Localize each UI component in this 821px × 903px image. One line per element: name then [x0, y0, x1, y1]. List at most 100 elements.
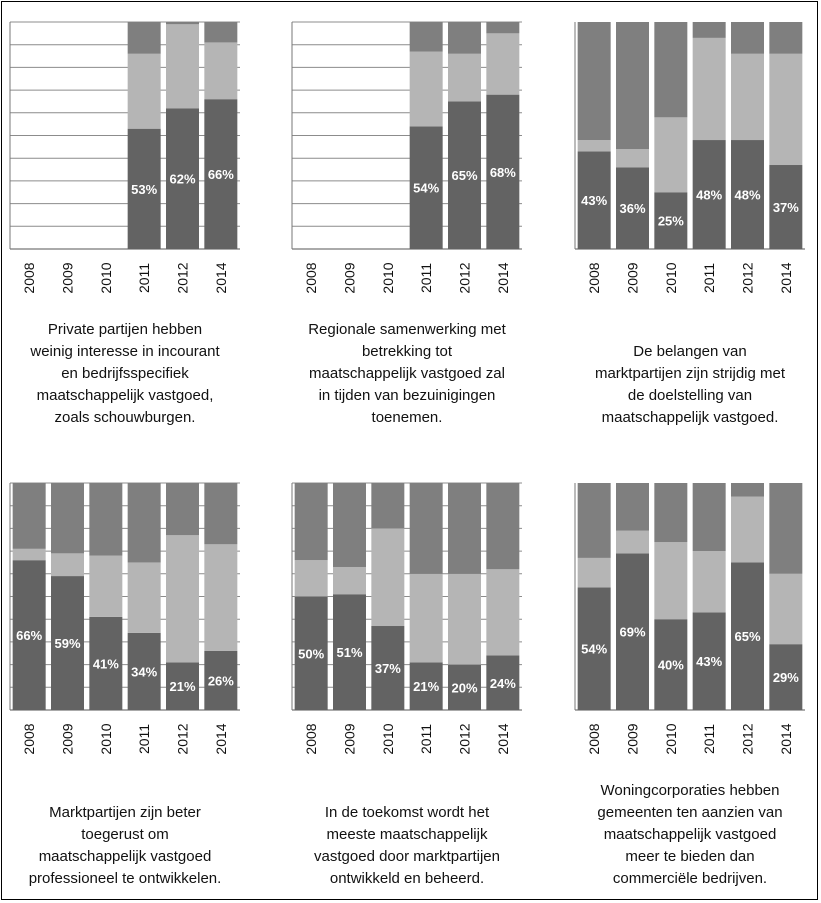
bar-disagree-2012	[448, 483, 481, 574]
bar-neutral-2010	[654, 117, 688, 193]
data-label-2011: 21%	[413, 679, 439, 694]
bar-disagree-2009	[333, 483, 366, 567]
data-label-2012: 21%	[169, 679, 195, 694]
x-tick-label-2009: 2009	[342, 723, 358, 754]
data-label-2011: 43%	[696, 654, 722, 669]
chart-5-caption: In de toekomst wordt het meeste maatschap…	[282, 802, 532, 890]
caption-line: gemeenten ten aanzien van	[597, 804, 783, 821]
data-label-2011: 54%	[413, 181, 439, 196]
data-label-2008: 50%	[298, 646, 324, 661]
caption-line: toenemen.	[371, 409, 443, 426]
bar-neutral-2011	[692, 551, 726, 613]
bar-agree-2008	[577, 587, 611, 710]
chart-2-caption: Regionale samenwerking met betrekking tot…	[282, 319, 532, 429]
x-tick-label-2010: 2010	[380, 723, 396, 754]
caption-line: meer te bieden dan	[625, 848, 755, 865]
x-tick-label-2012: 2012	[175, 262, 191, 293]
data-label-2009: 51%	[336, 645, 362, 660]
data-label-2010: 41%	[93, 656, 119, 671]
x-tick-label-2011: 2011	[136, 263, 152, 293]
x-tick-label-2009: 2009	[60, 723, 76, 754]
caption-line: weinig interesse in incourant	[30, 343, 220, 360]
bar-disagree-2008	[12, 483, 46, 549]
bar-neutral-2014	[204, 544, 238, 651]
caption-line: en bedrijfsspecifiek	[61, 365, 189, 382]
caption-line: toegerust om	[81, 826, 169, 843]
chart-5: 50% 2008 51% 2009 37% 2010 21% 2011 20% 2012 24% 20…	[291, 482, 522, 755]
bar-disagree-2008	[577, 483, 611, 558]
x-tick-label-2014: 2014	[495, 262, 511, 293]
x-tick-label-2008: 2008	[303, 723, 319, 754]
bar-agree-2010	[654, 619, 688, 710]
data-label-2010: 40%	[658, 658, 684, 673]
bar-disagree-2010	[371, 483, 405, 529]
bar-disagree-2008	[577, 22, 611, 141]
chart-3-caption: De belangen van marktpartijen zijn strijd…	[565, 341, 815, 429]
chart-1: 2008 2009 2010 53% 2011 62% 2012 66% 2014	[9, 21, 240, 294]
caption-line: commerciële bedrijven.	[612, 870, 768, 887]
x-tick-label-2014: 2014	[495, 723, 511, 754]
x-tick-label-2014: 2014	[778, 723, 794, 754]
data-label-2014: 24%	[490, 676, 516, 691]
bar-neutral-2011	[127, 562, 161, 633]
bar-agree-2012	[448, 664, 481, 710]
caption-line: professioneel te ontwikkelen.	[28, 870, 222, 887]
x-tick-label-2011: 2011	[418, 724, 434, 754]
bar-agree-2011	[409, 662, 443, 710]
caption-line: maatschappelijk vastgoed,	[36, 387, 214, 404]
bar-agree-2010	[654, 192, 688, 249]
bar-disagree-2012	[448, 22, 481, 54]
caption-line: de doelstelling van	[627, 387, 753, 404]
bar-neutral-2012	[731, 53, 764, 141]
bar-disagree-2009	[616, 483, 649, 531]
x-tick-label-2009: 2009	[60, 262, 76, 293]
data-label-2008: 54%	[581, 642, 607, 657]
data-label-2011: 34%	[131, 664, 157, 679]
x-tick-label-2012: 2012	[740, 723, 756, 754]
bar-neutral-2014	[769, 53, 803, 166]
bar-disagree-2011	[127, 22, 161, 54]
data-label-2009: 36%	[619, 201, 645, 216]
bar-neutral-2010	[654, 542, 688, 620]
caption-line: betrekking tot	[361, 343, 453, 360]
data-label-2014: 66%	[208, 167, 234, 182]
caption-line: Marktpartijen zijn beter	[49, 804, 201, 821]
data-label-2011: 48%	[696, 188, 722, 203]
bar-agree-2009	[616, 167, 649, 249]
bar-neutral-2008	[577, 140, 611, 152]
bar-agree-2012	[166, 662, 199, 710]
x-tick-label-2011: 2011	[418, 263, 434, 293]
data-label-2009: 59%	[54, 636, 80, 651]
bar-agree-2009	[51, 576, 84, 710]
chart-3: 43% 2008 36% 2009 25% 2010 48% 2011 48% 2012 37% 20…	[574, 22, 805, 294]
bar-neutral-2008	[577, 557, 611, 588]
data-label-2014: 37%	[773, 200, 799, 215]
bar-agree-2014	[204, 99, 238, 250]
bar-neutral-2008	[12, 548, 46, 561]
bar-disagree-2012	[731, 22, 764, 54]
x-tick-label-2009: 2009	[625, 262, 641, 293]
bar-neutral-2011	[127, 53, 161, 129]
data-label-2012: 62%	[169, 172, 195, 187]
x-tick-label-2008: 2008	[586, 723, 602, 754]
bar-agree-2014	[204, 650, 238, 710]
bar-agree-2011	[127, 632, 161, 710]
bar-neutral-2014	[769, 573, 803, 645]
bar-neutral-2012	[448, 573, 481, 665]
bar-agree-2012	[166, 108, 199, 249]
caption-line: in tijden van bezuinigingen	[318, 387, 496, 404]
bar-agree-2009	[333, 594, 366, 710]
x-tick-label-2011: 2011	[136, 724, 152, 754]
x-tick-label-2010: 2010	[663, 262, 679, 293]
bar-agree-2008	[577, 151, 611, 249]
bar-neutral-2011	[409, 51, 443, 127]
data-label-2011: 53%	[131, 182, 157, 197]
x-tick-label-2010: 2010	[380, 262, 396, 293]
caption-line: vastgoed door marktpartijen	[314, 848, 500, 865]
bar-neutral-2011	[409, 573, 443, 663]
caption-line: Woningcorporaties hebben	[600, 782, 780, 799]
data-label-2012: 65%	[451, 168, 477, 183]
data-label-2012: 65%	[734, 629, 760, 644]
bar-disagree-2014	[204, 22, 238, 43]
